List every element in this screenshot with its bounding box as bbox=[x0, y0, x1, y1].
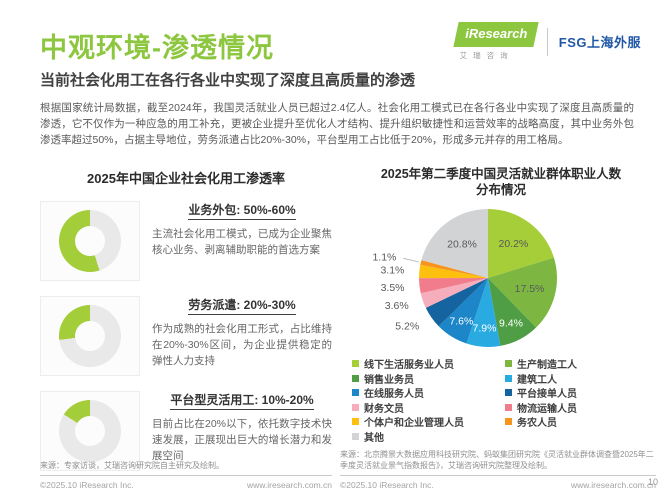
gauge-text: 业务外包: 50%-60% 主流社会化用工模式，已成为企业聚焦核心业务、剥离辅助… bbox=[152, 201, 332, 258]
legend-swatch bbox=[505, 418, 512, 425]
donut-chart-dispatch bbox=[59, 305, 121, 367]
pie-slice-label: 7.6% bbox=[449, 315, 473, 327]
gauge-text: 平台型灵活用工: 10%-20% 目前占比在20%以下，依托数字技术快速发展，正… bbox=[152, 391, 332, 464]
donut-hole bbox=[75, 416, 105, 446]
logo-divider bbox=[546, 27, 548, 56]
pie-slice-label: 3.1% bbox=[380, 265, 404, 277]
copyright-right: ©2025.10 iResearch Inc. bbox=[340, 480, 434, 490]
pie-slice bbox=[466, 278, 501, 347]
site-url-left: www.iresearch.com.cn bbox=[246, 480, 332, 490]
footer-row-left: ©2025.10 iResearch Inc. www.iresearch.co… bbox=[40, 475, 332, 490]
page-title: 中观环境-渗透情况 bbox=[40, 33, 274, 63]
pie-slice bbox=[488, 209, 554, 278]
pie-slice-label: 20.8% bbox=[447, 239, 477, 251]
legend-column-right: 生产制造工人 建筑工人 平台接单人员 物流运输人员 务农人员 bbox=[505, 358, 577, 445]
legend-swatch bbox=[352, 360, 359, 367]
gauge-description: 目前占比在20%以下，依托数字技术快速发展，正展现出巨大的增长潜力和发展空间 bbox=[152, 418, 332, 462]
pie-slice-label: 1.1% bbox=[372, 251, 396, 263]
legend-item: 平台接单人员 bbox=[505, 387, 577, 400]
pie-slice bbox=[425, 278, 488, 327]
legend-swatch bbox=[352, 403, 359, 411]
copyright-left: ©2025.10 iResearch Inc. bbox=[40, 480, 134, 490]
iresearch-logo: iResearch 艾瑞咨询 bbox=[452, 22, 539, 61]
gauge-card bbox=[40, 391, 140, 471]
gauge-title: 劳务派遣: 20%-30% bbox=[152, 296, 332, 315]
legend-item: 销售业务员 bbox=[352, 373, 505, 386]
legend-item: 线下生活服务业人员 bbox=[352, 358, 505, 371]
pie-slice bbox=[418, 264, 488, 279]
legend-item: 财务文员 bbox=[352, 402, 505, 415]
pie-slice-label: 9.4% bbox=[499, 317, 523, 329]
footer-left: 来源：专家访谈，艾瑞咨询研究院自主研究及绘制。 ©2025.10 iResear… bbox=[40, 460, 332, 490]
source-note-left: 来源：专家访谈，艾瑞咨询研究院自主研究及绘制。 bbox=[40, 461, 224, 470]
pie-slice-label: 17.5% bbox=[515, 283, 545, 295]
pie-label-leader-line bbox=[403, 257, 419, 263]
pie-slice bbox=[438, 278, 488, 344]
donut-hole bbox=[75, 321, 105, 351]
page-subtitle: 当前社会化用工在各行各业中实现了深度且高质量的渗透 bbox=[40, 72, 416, 89]
distribution-panel: 2025年第二季度中国灵活就业群体职业人数 分布情况 20.2% 17.5% 9.4… bbox=[340, 166, 662, 445]
donut-chart-outsourcing bbox=[59, 210, 121, 272]
pie-chart: 20.2% 17.5% 9.4%7.9%7.6% 5.2% 3.6% 3.5% 3.1% 1.… bbox=[372, 209, 557, 347]
pie-slice-label: 7.9% bbox=[473, 323, 497, 335]
site-url-right: www.iresearch.com.cn bbox=[570, 480, 656, 490]
legend-swatch bbox=[505, 403, 512, 411]
legend-swatch bbox=[352, 389, 359, 396]
gauge-card bbox=[40, 201, 140, 281]
pie-slice-label: 3.5% bbox=[381, 282, 405, 294]
pie-slice-label: 20.2% bbox=[499, 238, 529, 250]
fsg-logo: FSG上海外服 bbox=[558, 35, 641, 50]
pie-legend: 线下生活服务业人员 销售业务员 在线服务人员 财务文员 个体户和企业管理人员 其… bbox=[340, 358, 662, 445]
legend-item: 其他 bbox=[352, 431, 505, 444]
gauge-title: 平台型灵活用工: 10%-20% bbox=[152, 391, 332, 410]
legend-item: 建筑工人 bbox=[505, 373, 577, 386]
legend-swatch bbox=[352, 432, 359, 440]
intro-paragraph: 根据国家统计局数据，截至2024年，我国灵活就业人员已超过2.4亿人。社会化用工… bbox=[40, 102, 634, 146]
legend-swatch bbox=[505, 374, 512, 382]
footer-row-right: ©2025.10 iResearch Inc. www.iresearch.co… bbox=[340, 475, 656, 490]
legend-item: 物流运输人员 bbox=[505, 402, 577, 415]
legend-swatch bbox=[505, 360, 512, 367]
distribution-title-line2: 分布情况 bbox=[475, 183, 526, 197]
penetration-panel: 2025年中国企业社会化用工渗透率 业务外包: 50%-60% 主流社会化用工模… bbox=[40, 168, 332, 486]
pie-slice bbox=[420, 260, 488, 278]
page-number: 10 bbox=[647, 477, 658, 487]
legend-column-left: 线下生活服务业人员 销售业务员 在线服务人员 财务文员 个体户和企业管理人员 其… bbox=[352, 358, 505, 445]
distribution-panel-title: 2025年第二季度中国灵活就业群体职业人数 分布情况 bbox=[340, 166, 662, 198]
gauge-text: 劳务派遣: 20%-30% 作为成熟的社会化用工形式，占比维持在20%-30%区… bbox=[152, 296, 332, 369]
pie-slice-label: 5.2% bbox=[395, 321, 419, 333]
pie-slice bbox=[421, 209, 488, 278]
gauge-row-dispatch: 劳务派遣: 20%-30% 作为成熟的社会化用工形式，占比维持在20%-30%区… bbox=[40, 296, 332, 376]
penetration-panel-title: 2025年中国企业社会化用工渗透率 bbox=[87, 171, 285, 186]
pie-slice bbox=[488, 278, 537, 346]
legend-item: 生产制造工人 bbox=[505, 358, 577, 371]
gauge-card bbox=[40, 296, 140, 376]
legend-swatch bbox=[352, 374, 359, 382]
source-note-right: 来源：北京腾景大数据应用科技研究院、蚂蚁集团研究院《灵活就业群体调查暨2025年… bbox=[340, 450, 654, 470]
gauge-description: 主流社会化用工模式，已成为企业聚焦核心业务、剥离辅助职能的首选方案 bbox=[152, 228, 332, 256]
legend-item: 务农人员 bbox=[505, 416, 577, 429]
pie-slice bbox=[488, 257, 557, 328]
legend-swatch bbox=[505, 389, 512, 396]
gauge-row-platform: 平台型灵活用工: 10%-20% 目前占比在20%以下，依托数字技术快速发展，正… bbox=[40, 391, 332, 471]
brand-area: iResearch 艾瑞咨询 FSG上海外服 bbox=[452, 22, 641, 61]
pie-slice bbox=[419, 278, 488, 294]
distribution-title-line1: 2025年第二季度中国灵活就业群体职业人数 bbox=[380, 167, 622, 181]
pie-slice-label: 3.6% bbox=[385, 300, 409, 312]
donut-hole bbox=[75, 226, 105, 256]
iresearch-logo-text: iResearch bbox=[464, 26, 527, 41]
iresearch-logo-badge: iResearch bbox=[452, 22, 539, 47]
gauge-title: 业务外包: 50%-60% bbox=[152, 201, 332, 220]
legend-item: 个体户和企业管理人员 bbox=[352, 416, 505, 429]
iresearch-logo-subtext: 艾瑞咨询 bbox=[459, 51, 514, 60]
gauge-description: 作为成熟的社会化用工形式，占比维持在20%-30%区间，为企业提供稳定的弹性人力… bbox=[152, 323, 332, 367]
footer-right: 来源：北京腾景大数据应用科技研究院、蚂蚁集团研究院《灵活就业群体调查暨2025年… bbox=[340, 449, 656, 490]
pie-slice bbox=[420, 278, 488, 308]
donut-chart-platform bbox=[59, 400, 121, 462]
legend-swatch bbox=[352, 418, 359, 425]
gauge-row-outsourcing: 业务外包: 50%-60% 主流社会化用工模式，已成为企业聚焦核心业务、剥离辅助… bbox=[40, 201, 332, 281]
legend-item: 在线服务人员 bbox=[352, 387, 505, 400]
